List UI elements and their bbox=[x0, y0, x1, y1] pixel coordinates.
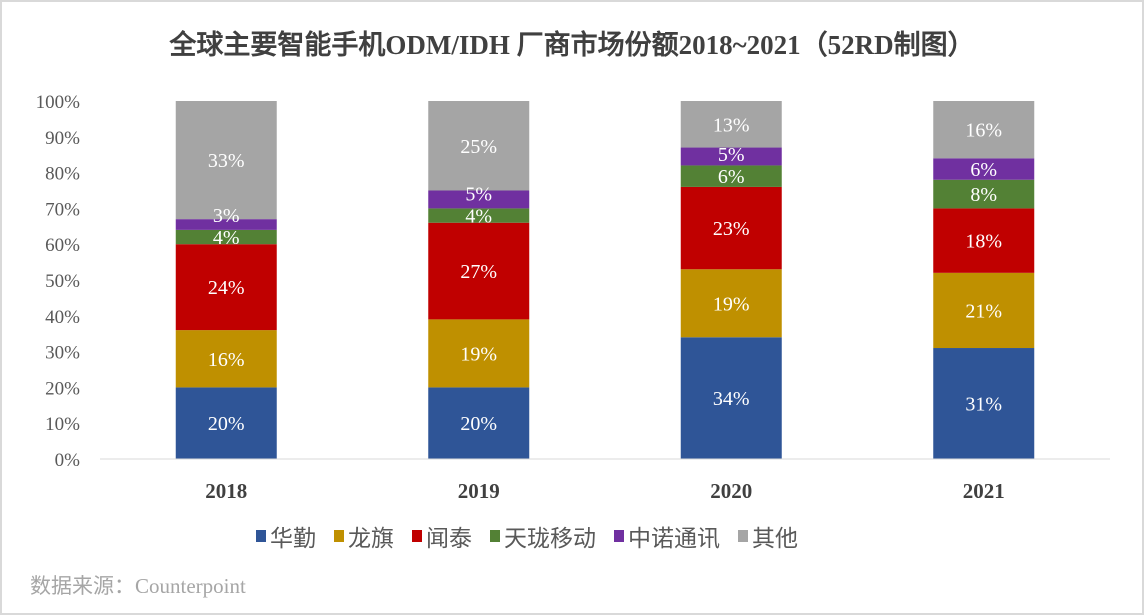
legend-swatch bbox=[614, 530, 624, 542]
y-axis: 0% 10% 20% 30% 40% 50% 60% 70% 80% 90% 100% bbox=[36, 92, 81, 471]
y-tick-label: 90% bbox=[45, 128, 80, 149]
bar-segment bbox=[428, 387, 530, 459]
x-tick-label: 2021 bbox=[963, 479, 1005, 503]
data-label: 13% bbox=[713, 114, 750, 136]
bar-segment bbox=[933, 179, 1035, 209]
legend-label: 天珑移动 bbox=[504, 526, 596, 551]
data-label: 19% bbox=[713, 293, 750, 315]
y-tick-label: 60% bbox=[45, 235, 80, 256]
bar-segment bbox=[933, 272, 1035, 349]
bar-segment bbox=[175, 330, 277, 388]
bar-segment bbox=[175, 229, 277, 245]
x-tick-label: 2019 bbox=[458, 479, 500, 503]
data-label: 4% bbox=[465, 206, 492, 228]
legend: 华勤 龙旗 闻泰 天珑移动 中诺通讯 其他 bbox=[256, 526, 798, 551]
legend-swatch bbox=[490, 530, 500, 542]
bar-segment bbox=[428, 190, 530, 209]
y-tick-label: 70% bbox=[45, 199, 80, 220]
bar-segment bbox=[933, 208, 1035, 273]
data-label: 20% bbox=[460, 413, 497, 435]
bar-segment bbox=[428, 208, 530, 223]
data-label: 31% bbox=[965, 394, 1002, 416]
bar-segment bbox=[175, 219, 277, 230]
legend-label: 其他 bbox=[752, 526, 798, 551]
legend-item: 华勤 bbox=[256, 526, 316, 551]
y-tick-label: 0% bbox=[55, 450, 81, 471]
data-label: 16% bbox=[965, 120, 1002, 142]
y-tick-label: 100% bbox=[36, 92, 81, 113]
chart-title: 全球主要智能手机ODM/IDH 厂商市场份额2018~2021（52RD制图） bbox=[168, 29, 974, 60]
legend-item: 其他 bbox=[738, 526, 798, 551]
data-label: 23% bbox=[713, 218, 750, 240]
y-tick-label: 30% bbox=[45, 343, 80, 364]
legend-item: 中诺通讯 bbox=[614, 526, 720, 551]
bars bbox=[175, 101, 1035, 459]
data-label: 3% bbox=[213, 205, 240, 227]
bar-segment bbox=[933, 158, 1035, 180]
bar-segment bbox=[680, 337, 782, 459]
y-tick-label: 80% bbox=[45, 164, 80, 185]
legend-item: 闻泰 bbox=[412, 526, 472, 551]
data-label: 34% bbox=[713, 388, 750, 410]
data-label: 20% bbox=[208, 413, 245, 435]
data-label: 25% bbox=[460, 136, 497, 158]
bar-segment bbox=[175, 387, 277, 459]
data-label: 4% bbox=[213, 227, 240, 249]
data-label: 5% bbox=[465, 184, 492, 206]
legend-swatch bbox=[412, 530, 422, 542]
y-tick-label: 10% bbox=[45, 414, 80, 435]
data-label: 8% bbox=[970, 184, 997, 206]
bar-segment bbox=[428, 319, 530, 388]
data-label: 21% bbox=[965, 300, 1002, 322]
legend-item: 龙旗 bbox=[334, 526, 394, 551]
bar-segment bbox=[680, 165, 782, 187]
legend-label: 龙旗 bbox=[348, 526, 394, 551]
bar-segment bbox=[680, 101, 782, 148]
bar-segment bbox=[428, 101, 530, 191]
bar-segment bbox=[680, 269, 782, 338]
x-tick-label: 2020 bbox=[710, 479, 752, 503]
bar-segment bbox=[175, 244, 277, 331]
data-label: 16% bbox=[208, 349, 245, 371]
data-labels: 20%16%24%4%3%33%20%19%27%4%5%25%34%19%23… bbox=[208, 114, 1002, 435]
legend-swatch bbox=[738, 530, 748, 542]
bar-segment bbox=[680, 147, 782, 166]
data-label: 5% bbox=[718, 144, 745, 166]
bar-segment bbox=[175, 101, 277, 220]
bar-segment bbox=[680, 186, 782, 270]
legend-item: 天珑移动 bbox=[490, 526, 596, 551]
bar-segment bbox=[933, 348, 1035, 459]
x-tick-label: 2018 bbox=[205, 479, 247, 503]
data-label: 6% bbox=[718, 166, 745, 188]
data-label: 27% bbox=[460, 261, 497, 283]
data-label: 33% bbox=[208, 150, 245, 172]
data-label: 6% bbox=[970, 159, 997, 181]
y-tick-label: 40% bbox=[45, 307, 80, 328]
legend-swatch bbox=[256, 530, 266, 542]
source-note: 数据来源：Counterpoint bbox=[30, 574, 246, 598]
x-axis: 2018 2019 2020 2021 bbox=[100, 458, 1110, 503]
y-tick-label: 50% bbox=[45, 271, 80, 292]
legend-label: 中诺通讯 bbox=[628, 526, 720, 551]
y-tick-label: 20% bbox=[45, 378, 80, 399]
data-label: 19% bbox=[460, 343, 497, 365]
data-label: 18% bbox=[965, 231, 1002, 253]
data-label: 24% bbox=[208, 277, 245, 299]
bar-segment bbox=[428, 222, 530, 320]
bar-segment bbox=[933, 101, 1035, 159]
legend-swatch bbox=[334, 530, 344, 542]
legend-label: 闻泰 bbox=[426, 526, 472, 551]
legend-label: 华勤 bbox=[270, 526, 316, 551]
